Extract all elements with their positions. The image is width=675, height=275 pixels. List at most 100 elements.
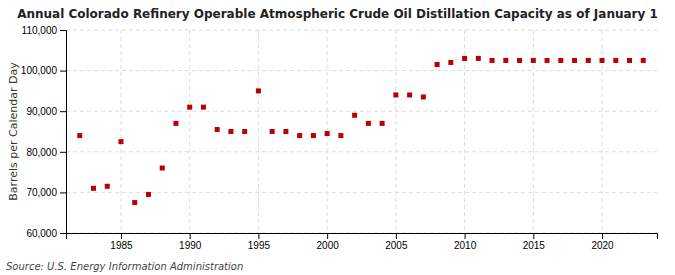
point — [173, 121, 178, 126]
tick-label: 110,000 — [22, 25, 58, 36]
tick: 2000 — [317, 233, 340, 251]
point — [380, 121, 385, 126]
grid-line — [66, 30, 657, 31]
tick-mark — [533, 233, 534, 239]
title: Annual Colorado Refinery Operable Atmosp… — [17, 7, 658, 21]
point — [146, 192, 151, 197]
point — [160, 166, 165, 171]
point — [338, 133, 343, 138]
point — [517, 58, 522, 63]
y-axis-title: Barrels per Calendar Day — [7, 62, 20, 201]
point — [256, 88, 261, 93]
point — [215, 127, 220, 132]
point — [627, 58, 632, 63]
point — [613, 58, 618, 63]
point — [586, 58, 591, 63]
point — [242, 129, 247, 134]
tick-mark — [60, 111, 66, 112]
point — [558, 58, 563, 63]
point — [600, 58, 605, 63]
points — [77, 56, 646, 205]
point — [366, 121, 371, 126]
tick-label: 80,000 — [26, 147, 57, 158]
tick-label: 70,000 — [26, 187, 57, 198]
point — [407, 92, 412, 97]
point — [77, 133, 82, 138]
tick: 2005 — [385, 233, 408, 251]
tick-mark — [60, 192, 66, 193]
tick-label: 1990 — [179, 240, 202, 251]
grid-line — [258, 30, 259, 233]
point — [297, 133, 302, 138]
point — [91, 186, 96, 191]
axis-line — [60, 31, 67, 234]
tick-mark — [190, 233, 191, 239]
source-note: Source: U.S. Energy Information Administ… — [6, 261, 243, 272]
tick-mark — [396, 233, 397, 239]
tick-mark — [60, 233, 66, 234]
point — [545, 58, 550, 63]
point — [132, 200, 137, 205]
tick-label: 1995 — [248, 240, 271, 251]
grid-line — [66, 70, 657, 71]
tick-label: 2000 — [317, 240, 340, 251]
axis-line — [67, 234, 658, 240]
tick-mark — [258, 233, 259, 239]
point — [228, 129, 233, 134]
grid-line — [120, 30, 121, 233]
tick-label: 1985 — [110, 240, 133, 251]
point — [435, 62, 440, 67]
point — [270, 129, 275, 134]
y-axis: 60,000 70,000 80,000 90,000 100,000 110,000 — [21, 25, 67, 239]
tick: 1995 — [248, 233, 271, 251]
point — [421, 94, 426, 99]
tick-label: 2015 — [523, 240, 546, 251]
tick-label: 90,000 — [26, 106, 57, 117]
grid-line — [66, 151, 657, 152]
point — [118, 139, 123, 144]
tick: 60,000 — [26, 228, 66, 239]
grid-line — [66, 111, 657, 112]
tick-mark — [60, 71, 66, 72]
tick-mark — [121, 233, 122, 239]
tick: 100,000 — [21, 65, 66, 76]
grid-line — [189, 30, 190, 233]
plot: 1985 1990 1995 2000 2005 2010 2015 2020 60,000 70… — [21, 25, 658, 251]
tick-label: 2005 — [385, 240, 408, 251]
point — [311, 133, 316, 138]
point — [448, 60, 453, 65]
point — [490, 58, 495, 63]
tick-mark — [327, 233, 328, 239]
point — [283, 129, 288, 134]
point — [187, 105, 192, 110]
tick: 1985 — [110, 233, 133, 251]
tick-mark — [60, 30, 66, 31]
grid — [66, 30, 657, 233]
point — [503, 58, 508, 63]
point — [531, 58, 536, 63]
tick: 110,000 — [22, 25, 66, 36]
tick: 1990 — [179, 233, 202, 251]
tick: 90,000 — [26, 106, 66, 117]
tick-mark — [465, 233, 466, 239]
point — [201, 105, 206, 110]
point — [105, 184, 110, 189]
tick: 2010 — [454, 233, 477, 251]
point — [325, 131, 330, 136]
point — [572, 58, 577, 63]
tick-mark — [60, 152, 66, 153]
tick: 80,000 — [26, 147, 66, 158]
tick: 2020 — [591, 233, 614, 251]
point — [641, 58, 646, 63]
tick: 2015 — [523, 233, 546, 251]
grid-line — [66, 192, 657, 193]
tick-label: 100,000 — [21, 65, 58, 76]
tick: 70,000 — [26, 187, 66, 198]
grid-line — [395, 30, 396, 233]
point — [393, 92, 398, 97]
chart: 1985 1990 1995 2000 2005 2010 2015 2020 60,000 70… — [0, 0, 675, 275]
x-axis: 1985 1990 1995 2000 2005 2010 2015 2020 — [67, 233, 658, 251]
tick-label: 2010 — [454, 240, 477, 251]
tick-mark — [602, 233, 603, 239]
point — [476, 56, 481, 61]
